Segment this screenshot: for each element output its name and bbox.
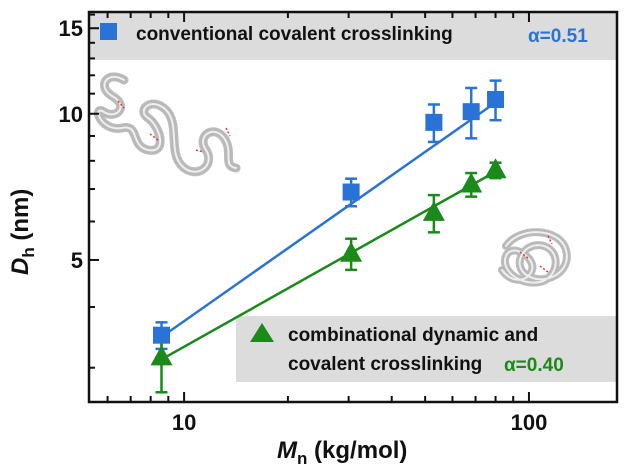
axes <box>87 10 619 404</box>
data-point-triangle <box>150 345 173 366</box>
data-point-triangle <box>422 200 445 221</box>
y-tick-label: 10 <box>59 102 83 127</box>
data-point-triangle <box>484 158 507 179</box>
legend-marker-square <box>100 23 117 40</box>
y-ticks: 5 10 15 <box>59 13 99 369</box>
data-point-triangle <box>340 241 363 262</box>
fit-line-series-0 <box>160 101 497 339</box>
plot-frame <box>87 10 619 404</box>
data-markers <box>150 90 507 366</box>
x-tick-label: 100 <box>511 410 548 435</box>
data-point-square <box>425 113 443 131</box>
alpha-label-combinational: α=0.40 <box>504 355 564 376</box>
data-point-square <box>487 90 505 108</box>
legend-label-line-2: covalent crosslinking <box>288 354 482 375</box>
x-axis-title: Mn (kg/mol) <box>277 437 407 468</box>
y-axis-title: Dh (nm) <box>7 189 38 275</box>
y-tick-label: 5 <box>71 248 83 273</box>
legend-marker-triangle <box>250 323 274 342</box>
data-point-triangle <box>460 172 483 193</box>
fit-line-series-1 <box>160 170 497 361</box>
polymer-coil-compact-icon <box>498 228 571 287</box>
polymer-coil-open-icon <box>94 72 241 177</box>
data-point-square <box>462 103 480 121</box>
x-tick-label: 10 <box>172 410 196 435</box>
legend-label-line-1: combinational dynamic and <box>288 325 538 346</box>
y-tick-label: 15 <box>59 16 83 41</box>
legend-label-conventional: conventional covalent crosslinking <box>136 24 453 45</box>
alpha-label-conventional: α=0.51 <box>528 26 588 47</box>
data-point-square <box>153 326 171 344</box>
data-point-square <box>342 183 360 201</box>
legend-box-combinational <box>236 316 617 382</box>
x-ticks: 10 100 <box>106 12 548 435</box>
legend-label-combinational: combinational dynamic and covalent cross… <box>288 325 544 375</box>
